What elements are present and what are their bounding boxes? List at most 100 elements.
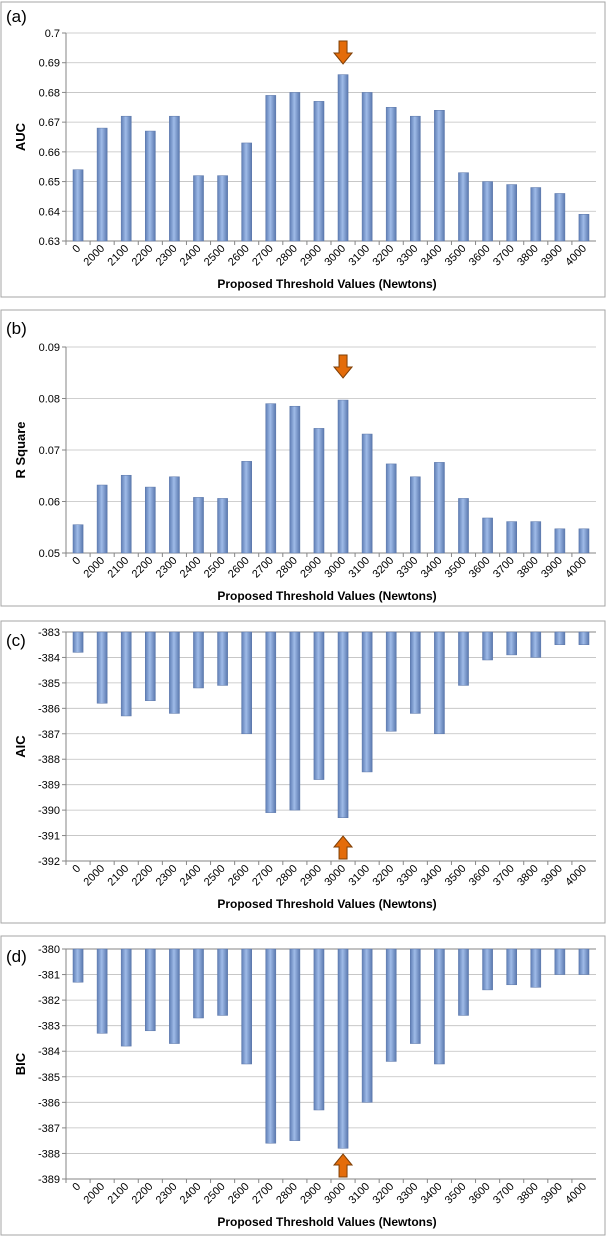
y-tick-label: -387 bbox=[38, 729, 60, 741]
bar bbox=[241, 142, 252, 242]
bar bbox=[385, 463, 397, 554]
bar bbox=[145, 130, 156, 242]
y-tick-label: -383 bbox=[38, 1021, 60, 1033]
y-tick-label: -385 bbox=[38, 678, 60, 690]
bar bbox=[482, 181, 493, 242]
bar bbox=[120, 115, 132, 242]
y-tick-label: -380 bbox=[38, 944, 60, 956]
y-axis-title: AUC bbox=[13, 122, 28, 151]
bar bbox=[169, 948, 180, 1044]
bar bbox=[72, 948, 84, 983]
bar bbox=[145, 486, 156, 554]
bar bbox=[241, 461, 252, 554]
bar bbox=[434, 110, 445, 242]
bar bbox=[145, 631, 156, 701]
y-tick-label: -384 bbox=[38, 652, 60, 664]
bar bbox=[361, 631, 373, 773]
bar bbox=[313, 948, 325, 1111]
y-tick-label: -387 bbox=[38, 1123, 60, 1135]
bar bbox=[530, 631, 542, 658]
y-tick-label: -386 bbox=[38, 703, 60, 715]
bar bbox=[217, 498, 228, 554]
bar bbox=[193, 631, 204, 689]
y-tick-label: -388 bbox=[38, 1148, 60, 1160]
bar bbox=[482, 517, 493, 554]
bar bbox=[506, 521, 517, 554]
bar bbox=[385, 107, 397, 242]
bar bbox=[530, 521, 542, 554]
bar bbox=[217, 631, 228, 686]
bar bbox=[361, 433, 373, 554]
bar bbox=[241, 948, 252, 1065]
y-tick-label: 0.69 bbox=[39, 58, 60, 70]
bar bbox=[241, 631, 252, 735]
highlight-arrow-icon bbox=[332, 354, 354, 379]
bar bbox=[96, 948, 108, 1034]
chart-panel-b: (b)0.050.060.070.080.0902000210022002300… bbox=[0, 309, 606, 607]
bar bbox=[554, 631, 566, 645]
bar bbox=[530, 948, 542, 988]
bar bbox=[145, 948, 156, 1032]
bar bbox=[434, 948, 445, 1065]
x-axis-title: Proposed Threshold Values (Newtons) bbox=[217, 589, 436, 603]
bar bbox=[337, 399, 349, 554]
bar bbox=[169, 631, 180, 714]
bar bbox=[289, 631, 301, 811]
x-axis-title: Proposed Threshold Values (Newtons) bbox=[217, 897, 436, 911]
bar bbox=[313, 428, 325, 554]
y-tick-label: -391 bbox=[38, 831, 60, 843]
bar bbox=[120, 631, 132, 717]
y-axis-title: AIC bbox=[13, 735, 28, 758]
y-axis-title: BIC bbox=[13, 1052, 28, 1075]
bar bbox=[434, 631, 445, 735]
bar bbox=[554, 948, 566, 975]
y-tick-label: 0.07 bbox=[39, 445, 60, 457]
bar bbox=[169, 476, 180, 554]
bar bbox=[265, 631, 277, 813]
bar bbox=[337, 948, 349, 1149]
y-tick-label: 0.68 bbox=[39, 87, 60, 99]
y-tick-label: 0.09 bbox=[39, 342, 60, 354]
y-tick-label: -389 bbox=[38, 1174, 60, 1186]
bar bbox=[72, 169, 84, 242]
bar bbox=[193, 497, 204, 554]
panel-label: (a) bbox=[6, 7, 27, 26]
y-tick-label: 0.64 bbox=[39, 206, 60, 218]
y-tick-label: 0.08 bbox=[39, 394, 60, 406]
bar bbox=[193, 948, 204, 1019]
bar bbox=[96, 631, 108, 704]
y-tick-label: 0.67 bbox=[39, 117, 60, 129]
y-tick-label: -384 bbox=[38, 1046, 60, 1058]
bar bbox=[337, 631, 349, 818]
bar bbox=[458, 948, 469, 1016]
bar bbox=[482, 948, 493, 991]
bar bbox=[120, 474, 132, 554]
bar bbox=[289, 405, 301, 554]
bar bbox=[530, 187, 542, 242]
chart-panel-c: (c) -383 -384 -385 -386 -387 -388 -389 -390 -391 -… bbox=[0, 620, 606, 924]
bar bbox=[289, 92, 301, 242]
panel-label: (d) bbox=[6, 947, 27, 966]
chart-panel-d: (d) -380 -381 -382 -383 -384 -385 -386 -387 -388 -… bbox=[0, 935, 606, 1236]
bar bbox=[554, 528, 566, 554]
bar bbox=[193, 175, 204, 242]
bar bbox=[96, 484, 108, 554]
bar bbox=[72, 524, 84, 554]
bar bbox=[434, 462, 445, 554]
y-tick-label: 0.7 bbox=[45, 28, 60, 40]
y-tick-label: 0.05 bbox=[39, 548, 60, 560]
bar bbox=[458, 631, 469, 686]
y-tick-label: -381 bbox=[38, 970, 60, 982]
bar bbox=[410, 948, 421, 1044]
y-tick-label: -388 bbox=[38, 754, 60, 766]
bar bbox=[289, 948, 301, 1141]
y-tick-label: -390 bbox=[38, 805, 60, 817]
bar bbox=[361, 948, 373, 1103]
y-tick-label: 0.66 bbox=[39, 147, 60, 159]
y-tick-label: -386 bbox=[38, 1097, 60, 1109]
bar bbox=[410, 115, 421, 242]
bar bbox=[458, 498, 469, 554]
y-tick-label: -392 bbox=[38, 856, 60, 868]
bar bbox=[265, 948, 277, 1144]
bar bbox=[506, 948, 517, 986]
